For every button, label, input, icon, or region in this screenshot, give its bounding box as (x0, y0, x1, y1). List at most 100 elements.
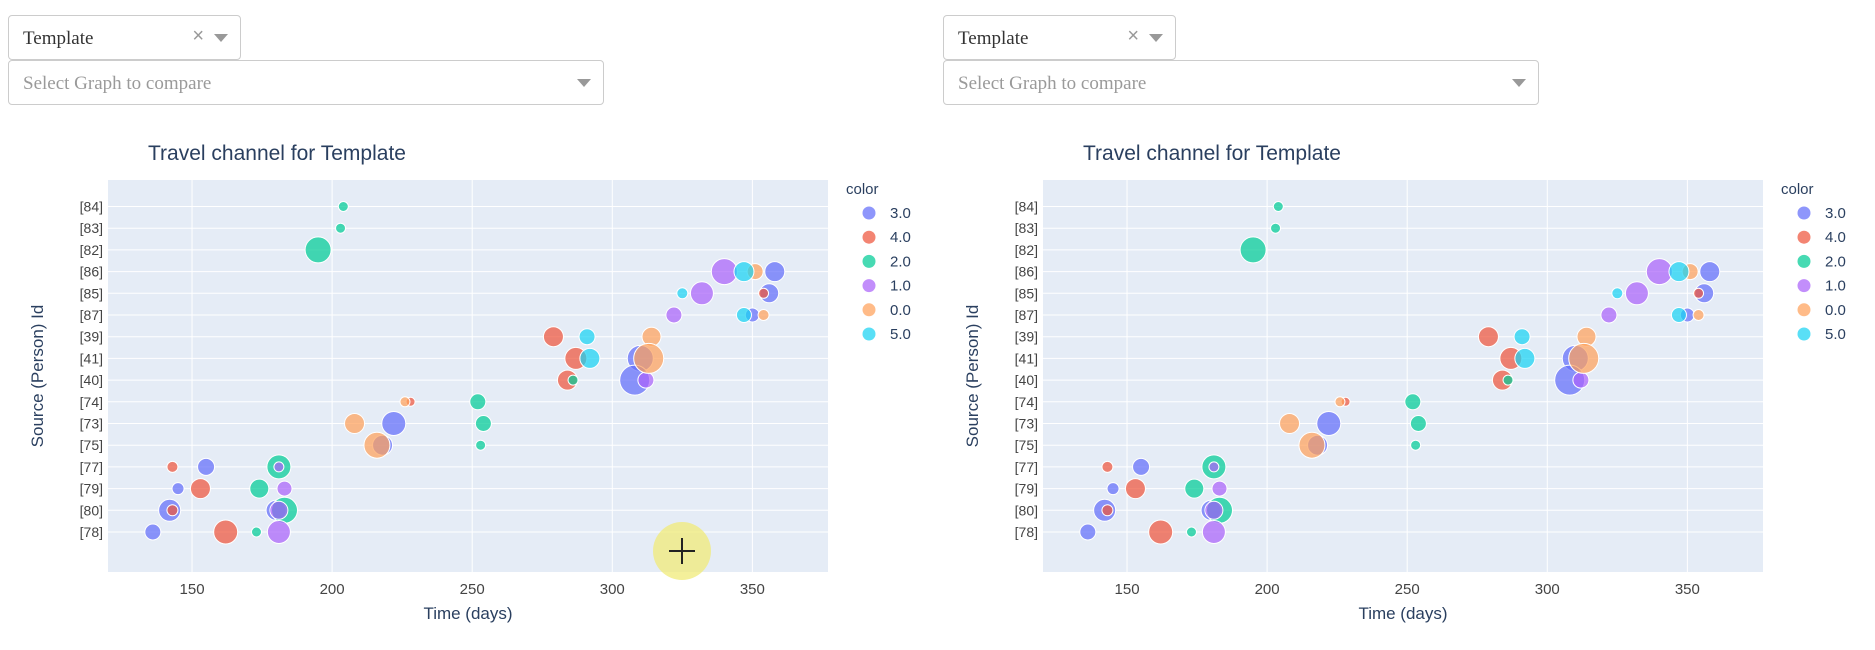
data-point (1404, 393, 1422, 411)
legend-marker (862, 230, 876, 244)
data-point (1513, 328, 1531, 346)
data-point (665, 306, 683, 324)
data-point (1124, 478, 1146, 500)
legend-entry: 3.0 (1825, 205, 1846, 222)
x-tick-label: 300 (600, 581, 625, 598)
legend-marker (862, 279, 876, 293)
template-dropdown[interactable]: Template × (943, 15, 1176, 60)
data-point (542, 326, 564, 348)
y-tick-label: [39] (80, 329, 103, 345)
legend-marker (1797, 279, 1811, 293)
legend-entry: 0.0 (890, 302, 911, 319)
chevron-down-icon[interactable] (1149, 34, 1163, 42)
y-tick-label: [87] (1015, 307, 1038, 323)
y-tick-label: [73] (1015, 416, 1038, 432)
data-point (399, 396, 411, 408)
y-tick-label: [40] (1015, 372, 1038, 388)
data-point (1334, 396, 1346, 408)
data-point (344, 413, 366, 434)
legend-entry: 5.0 (890, 326, 911, 343)
y-tick-label: [86] (80, 264, 103, 280)
legend-title: color (1781, 181, 1814, 198)
data-point (578, 328, 596, 346)
data-point (1298, 431, 1326, 459)
data-point (475, 439, 487, 451)
y-tick-label: [85] (1015, 285, 1038, 301)
x-tick-label: 350 (1675, 581, 1700, 598)
y-tick-label: [74] (1015, 394, 1038, 410)
chevron-down-icon[interactable] (1512, 79, 1526, 87)
data-point (764, 261, 786, 283)
data-point (1502, 374, 1514, 386)
data-point (1148, 519, 1174, 545)
legend-entry: 3.0 (890, 205, 911, 222)
legend-marker (1797, 230, 1811, 244)
legend-marker (862, 206, 876, 220)
chevron-down-icon[interactable] (577, 79, 591, 87)
data-point (1272, 201, 1284, 212)
plot-area (108, 180, 828, 572)
data-point (676, 287, 689, 300)
y-tick-label: [73] (80, 416, 103, 432)
plot-area (1043, 180, 1763, 572)
chevron-down-icon[interactable] (214, 34, 228, 42)
data-point (171, 482, 185, 496)
scatter-chart[interactable]: 150 200 250 300 350 [78] [80] [79] [77] [75] [73] [… (935, 120, 1870, 640)
legend-entry: 1.0 (1825, 278, 1846, 295)
y-tick-label: [85] (80, 285, 103, 301)
y-tick-label: [77] (1015, 459, 1038, 475)
data-point (250, 526, 262, 538)
data-point (249, 478, 270, 499)
data-point (1270, 222, 1282, 234)
legend-entry: 0.0 (1825, 302, 1846, 319)
legend-entry: 4.0 (890, 229, 911, 246)
y-tick-label: [83] (1015, 220, 1038, 236)
data-point (1670, 307, 1687, 323)
data-point (1624, 281, 1649, 306)
data-point (1611, 287, 1624, 300)
data-point (1132, 457, 1151, 476)
template-dropdown-value: Template (958, 28, 1029, 49)
data-point (1409, 415, 1427, 432)
legend-entry: 5.0 (1825, 326, 1846, 343)
data-point (637, 371, 655, 389)
data-point (1101, 504, 1114, 517)
legend-marker (1797, 327, 1811, 341)
y-tick-label: [75] (1015, 437, 1038, 453)
data-point (1201, 520, 1226, 544)
data-point (567, 374, 579, 386)
data-point (1204, 500, 1224, 520)
data-point (1079, 523, 1097, 541)
data-point (1668, 261, 1690, 283)
legend-entry: 2.0 (1825, 253, 1846, 270)
data-point (733, 261, 755, 283)
data-point (1106, 482, 1120, 496)
y-tick-label: [82] (1015, 242, 1038, 258)
y-tick-label: [83] (80, 220, 103, 236)
scatter-chart[interactable]: 150 200 250 300 350 [78] [80] [79] [77] [75] [73] [… (0, 120, 935, 640)
data-point (469, 393, 487, 411)
data-point (1572, 371, 1590, 389)
y-tick-label: [80] (80, 502, 103, 518)
clear-icon[interactable]: × (1127, 25, 1139, 47)
x-tick-label: 150 (1115, 581, 1140, 598)
clear-icon[interactable]: × (192, 25, 204, 47)
template-dropdown[interactable]: Template × (8, 15, 241, 60)
y-tick-label: [79] (80, 481, 103, 497)
data-point (689, 281, 714, 306)
legend-entry: 2.0 (890, 253, 911, 270)
compare-graph-placeholder: Select Graph to compare (958, 73, 1147, 94)
data-point (266, 520, 291, 544)
data-point (381, 411, 407, 436)
data-point (1699, 261, 1721, 283)
compare-graph-dropdown[interactable]: Select Graph to compare (943, 60, 1539, 105)
y-tick-label: [86] (1015, 264, 1038, 280)
y-tick-label: [79] (1015, 481, 1038, 497)
data-point (1600, 306, 1618, 324)
y-tick-label: [82] (80, 242, 103, 258)
data-point (166, 504, 179, 517)
x-tick-label: 350 (740, 581, 765, 598)
y-tick-label: [78] (1015, 524, 1038, 540)
compare-graph-dropdown[interactable]: Select Graph to compare (8, 60, 604, 105)
y-tick-label: [84] (80, 199, 103, 215)
